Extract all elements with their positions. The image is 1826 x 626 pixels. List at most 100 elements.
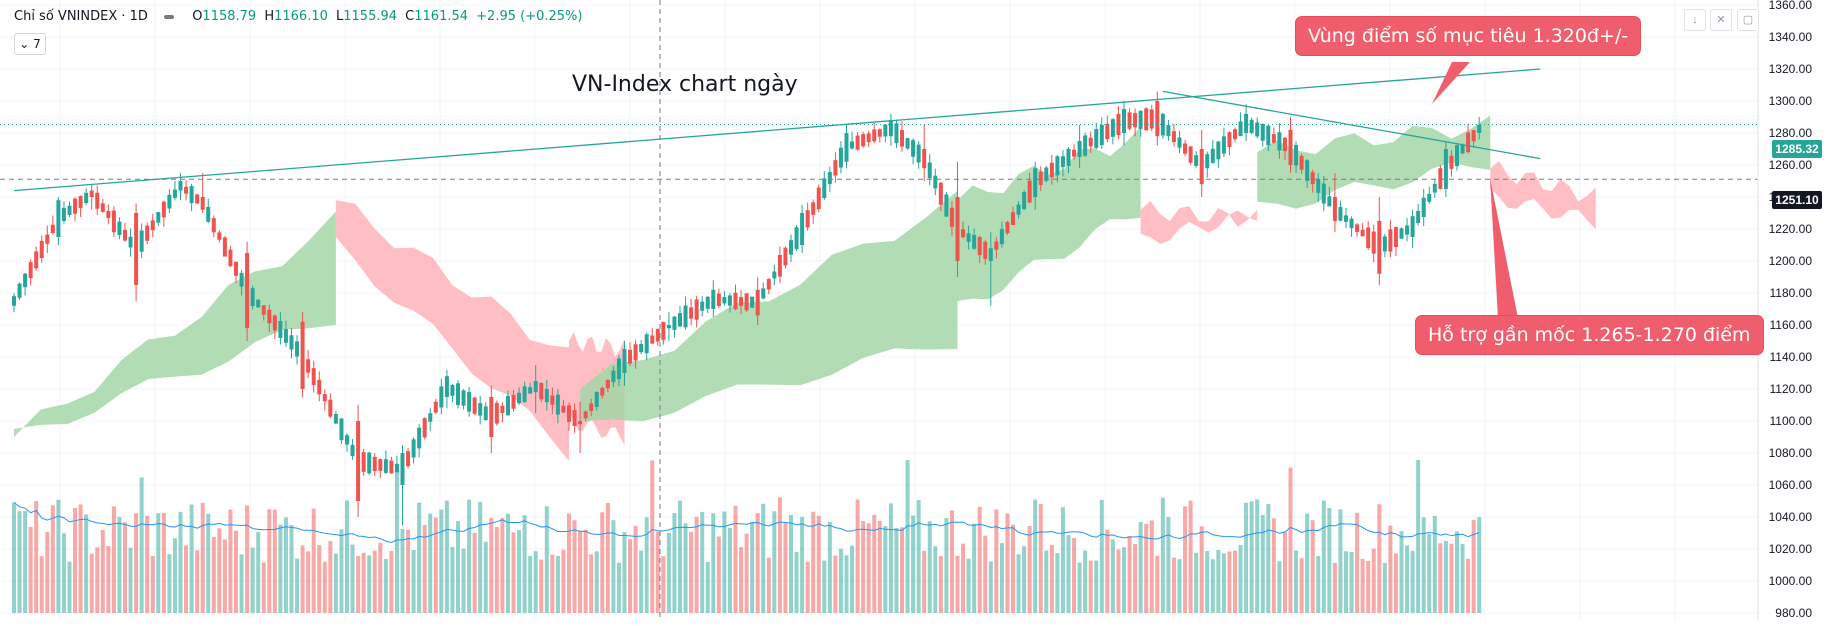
volume-bar — [217, 528, 222, 613]
candle-body — [544, 388, 549, 403]
indicators-toggle-button[interactable]: ⌄ 7 — [14, 33, 46, 55]
volume-bar — [345, 500, 349, 613]
candle-body — [467, 391, 472, 412]
volume-bar — [211, 536, 216, 613]
volume-bar — [222, 539, 227, 613]
candle-body — [1138, 110, 1143, 129]
candle-body — [245, 253, 250, 329]
candle-body — [1277, 132, 1282, 151]
volume-bar — [727, 527, 732, 613]
volume-bar — [783, 521, 788, 613]
volume-bar — [949, 510, 954, 613]
candle-body — [406, 451, 411, 467]
volume-bar — [78, 504, 83, 613]
candle-body — [222, 237, 227, 257]
candle-body — [234, 261, 238, 276]
candle-body — [949, 207, 954, 227]
volume-bar — [1438, 543, 1443, 613]
candle-body — [616, 358, 621, 380]
open-label: O — [192, 9, 203, 24]
volume-bar — [1122, 547, 1126, 613]
candle-body — [1460, 144, 1465, 154]
candle-body — [28, 262, 33, 279]
candle-body — [1388, 229, 1393, 252]
candle-body — [1166, 125, 1171, 137]
candle-body — [100, 203, 105, 212]
volume-bar — [722, 511, 727, 613]
volume-bar — [467, 499, 472, 613]
volume-bar — [328, 541, 333, 613]
candle-body — [367, 452, 372, 474]
price-tick-label: 980.00 — [1775, 606, 1812, 620]
candle-body — [916, 144, 921, 163]
candle-body — [428, 413, 433, 422]
candle-body — [1194, 155, 1199, 166]
candle-body — [39, 240, 44, 259]
candle-body — [322, 394, 327, 402]
candle-body — [1171, 131, 1176, 143]
volume-bar — [422, 525, 427, 613]
candle-body — [1183, 143, 1188, 154]
candle-body — [1072, 149, 1077, 157]
volume-bar — [694, 516, 699, 613]
candle-body — [261, 305, 266, 315]
candle-body — [1260, 124, 1265, 141]
candle-body — [1294, 144, 1299, 166]
candle-body — [622, 349, 627, 373]
volume-bar — [456, 521, 460, 613]
volume-bar — [1127, 536, 1132, 613]
candle-body — [650, 335, 655, 344]
candle-body — [994, 241, 999, 250]
candle-body — [955, 197, 960, 261]
volume-bar — [1427, 534, 1432, 613]
candle-body — [494, 402, 499, 424]
candle-body — [1116, 113, 1121, 136]
current-price-tag: 1285.32 — [1772, 140, 1822, 158]
candle-body — [1327, 196, 1332, 207]
volume-bar — [450, 546, 455, 613]
candle-body — [400, 453, 405, 485]
volume-bar — [189, 504, 194, 613]
volume-bar — [106, 546, 111, 613]
candle-body — [156, 212, 161, 223]
volume-bar — [616, 562, 621, 613]
candle-body — [1110, 119, 1115, 137]
volume-bar — [938, 555, 943, 613]
candle-body — [178, 181, 183, 191]
volume-bar — [367, 555, 372, 613]
fullscreen-icon[interactable]: ▢ — [1737, 9, 1759, 31]
volume-bar — [245, 505, 250, 613]
candle-body — [511, 394, 516, 409]
candle-body — [84, 192, 89, 204]
symbol-label[interactable]: Chỉ số VNINDEX · 1D — [14, 9, 148, 24]
candle-body — [372, 456, 377, 472]
volume-bar — [700, 511, 705, 613]
candle-body — [61, 207, 66, 222]
volume-bar — [794, 551, 799, 613]
candle-body — [161, 201, 166, 218]
candle-body — [311, 368, 316, 385]
volume-bar — [850, 545, 855, 613]
candle-body — [1316, 178, 1321, 193]
candle-body — [644, 334, 649, 354]
volume-bar — [1266, 504, 1271, 613]
minus-icon[interactable] — [164, 14, 175, 19]
volume-bar — [295, 558, 300, 613]
candle-body — [123, 229, 127, 241]
candle-body — [583, 411, 588, 419]
candle-body — [594, 392, 599, 407]
volume-bar — [123, 522, 127, 613]
arrow-down-icon[interactable]: ↓ — [1684, 9, 1706, 31]
ichimoku-cloud-bull — [957, 126, 1141, 301]
candle-body — [306, 359, 311, 373]
collapse-icon[interactable]: ✕ — [1710, 9, 1732, 31]
volume-bar — [239, 554, 244, 613]
candle-body — [1449, 155, 1454, 169]
volume-bar — [1183, 506, 1188, 613]
volume-bar — [1449, 543, 1454, 613]
candle-body — [456, 383, 460, 406]
candle-body — [972, 234, 977, 249]
volume-bar — [406, 529, 411, 613]
